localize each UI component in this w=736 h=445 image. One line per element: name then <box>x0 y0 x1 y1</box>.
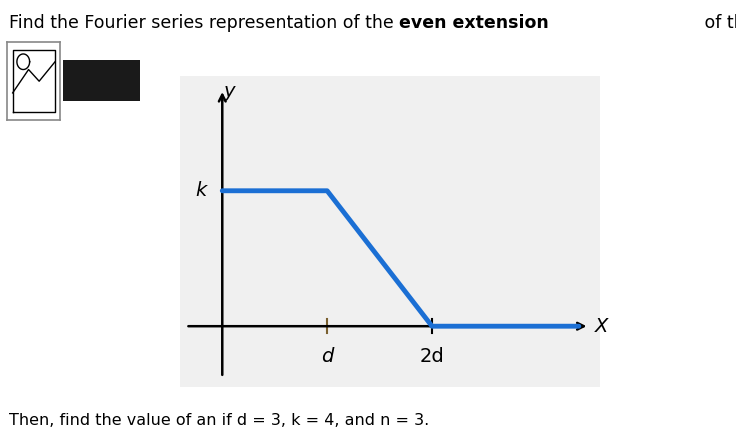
Text: Then, find the value of an if d = 3, k = 4, and n = 3.: Then, find the value of an if d = 3, k =… <box>9 413 429 428</box>
Text: of the function represented by the graph below: of the function represented by the graph… <box>698 14 736 32</box>
Text: even extension: even extension <box>399 14 549 32</box>
Text: d: d <box>321 347 333 365</box>
Text: y: y <box>224 82 236 101</box>
Text: X: X <box>595 317 608 336</box>
Text: 2d: 2d <box>420 347 445 365</box>
Text: Find the Fourier series representation of the: Find the Fourier series representation o… <box>9 14 399 32</box>
Text: k: k <box>195 181 207 200</box>
